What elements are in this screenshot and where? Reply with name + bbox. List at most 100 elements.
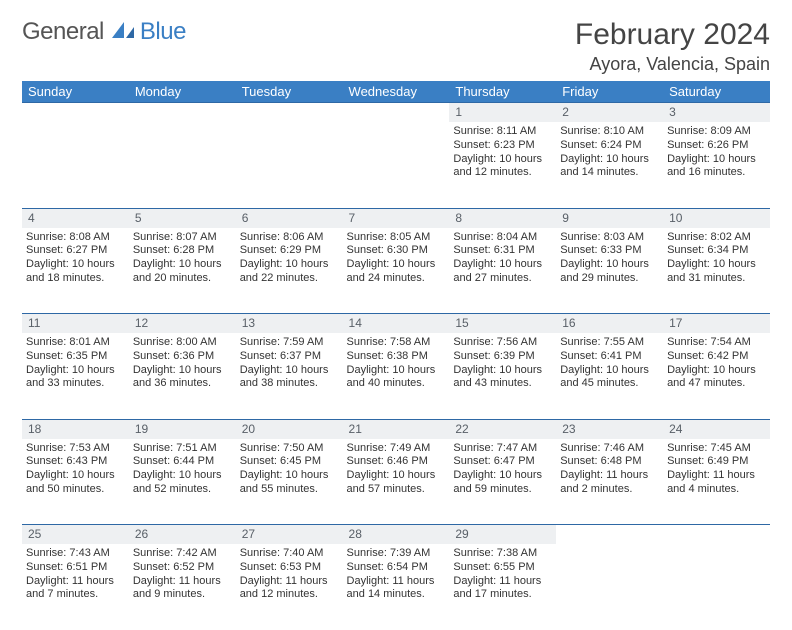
location-subtitle: Ayora, Valencia, Spain [575, 54, 770, 75]
sunset-text: Sunset: 6:27 PM [26, 244, 125, 258]
day-number-cell: 22 [449, 419, 556, 439]
sunrise-text: Sunrise: 7:43 AM [26, 547, 125, 561]
day-detail-cell: Sunrise: 8:05 AMSunset: 6:30 PMDaylight:… [343, 228, 450, 314]
sunrise-text: Sunrise: 7:46 AM [560, 442, 659, 456]
day-number-cell: 18 [22, 419, 129, 439]
day-detail-cell: Sunrise: 8:08 AMSunset: 6:27 PMDaylight:… [22, 228, 129, 314]
daylight-text: Daylight: 10 hours and 31 minutes. [667, 258, 766, 286]
day-number-cell: 2 [556, 103, 663, 123]
sunrise-text: Sunrise: 8:07 AM [133, 231, 232, 245]
sunset-text: Sunset: 6:48 PM [560, 455, 659, 469]
sunset-text: Sunset: 6:35 PM [26, 350, 125, 364]
sunrise-text: Sunrise: 7:59 AM [240, 336, 339, 350]
day-number-cell: 10 [663, 208, 770, 228]
daylight-text: Daylight: 10 hours and 33 minutes. [26, 364, 125, 392]
day-detail-cell: Sunrise: 7:42 AMSunset: 6:52 PMDaylight:… [129, 544, 236, 630]
daylight-text: Daylight: 10 hours and 43 minutes. [453, 364, 552, 392]
day-number-cell: 19 [129, 419, 236, 439]
weekday-header: Thursday [449, 81, 556, 103]
sunset-text: Sunset: 6:26 PM [667, 139, 766, 153]
page-title: February 2024 [575, 18, 770, 52]
daylight-text: Daylight: 10 hours and 27 minutes. [453, 258, 552, 286]
day-detail-cell: Sunrise: 8:10 AMSunset: 6:24 PMDaylight:… [556, 122, 663, 208]
day-detail-cell: Sunrise: 8:06 AMSunset: 6:29 PMDaylight:… [236, 228, 343, 314]
sunset-text: Sunset: 6:39 PM [453, 350, 552, 364]
sunset-text: Sunset: 6:24 PM [560, 139, 659, 153]
day-number-cell: 12 [129, 314, 236, 334]
day-detail-cell: Sunrise: 8:01 AMSunset: 6:35 PMDaylight:… [22, 333, 129, 419]
day-detail-cell: Sunrise: 7:51 AMSunset: 6:44 PMDaylight:… [129, 439, 236, 525]
sunrise-text: Sunrise: 7:42 AM [133, 547, 232, 561]
day-number-cell [129, 103, 236, 123]
detail-row: Sunrise: 8:01 AMSunset: 6:35 PMDaylight:… [22, 333, 770, 419]
daynum-row: 123 [22, 103, 770, 123]
daylight-text: Daylight: 10 hours and 18 minutes. [26, 258, 125, 286]
sunrise-text: Sunrise: 7:56 AM [453, 336, 552, 350]
weekday-header: Sunday [22, 81, 129, 103]
day-detail-cell [343, 122, 450, 208]
sunset-text: Sunset: 6:33 PM [560, 244, 659, 258]
sunset-text: Sunset: 6:29 PM [240, 244, 339, 258]
day-number-cell: 24 [663, 419, 770, 439]
sunset-text: Sunset: 6:36 PM [133, 350, 232, 364]
weekday-header: Monday [129, 81, 236, 103]
sunrise-text: Sunrise: 8:10 AM [560, 125, 659, 139]
daylight-text: Daylight: 11 hours and 7 minutes. [26, 575, 125, 603]
detail-row: Sunrise: 8:08 AMSunset: 6:27 PMDaylight:… [22, 228, 770, 314]
daylight-text: Daylight: 10 hours and 45 minutes. [560, 364, 659, 392]
day-number-cell [343, 103, 450, 123]
day-number-cell: 20 [236, 419, 343, 439]
day-detail-cell: Sunrise: 7:39 AMSunset: 6:54 PMDaylight:… [343, 544, 450, 630]
weekday-header: Tuesday [236, 81, 343, 103]
day-detail-cell: Sunrise: 7:46 AMSunset: 6:48 PMDaylight:… [556, 439, 663, 525]
day-number-cell: 8 [449, 208, 556, 228]
daylight-text: Daylight: 10 hours and 40 minutes. [347, 364, 446, 392]
daylight-text: Daylight: 10 hours and 16 minutes. [667, 153, 766, 181]
sunrise-text: Sunrise: 8:00 AM [133, 336, 232, 350]
day-detail-cell [556, 544, 663, 630]
day-detail-cell: Sunrise: 7:40 AMSunset: 6:53 PMDaylight:… [236, 544, 343, 630]
sunset-text: Sunset: 6:28 PM [133, 244, 232, 258]
day-number-cell: 6 [236, 208, 343, 228]
day-number-cell: 17 [663, 314, 770, 334]
day-number-cell [22, 103, 129, 123]
detail-row: Sunrise: 8:11 AMSunset: 6:23 PMDaylight:… [22, 122, 770, 208]
day-number-cell: 7 [343, 208, 450, 228]
sunset-text: Sunset: 6:41 PM [560, 350, 659, 364]
logo-text-blue: Blue [140, 18, 186, 46]
sunrise-text: Sunrise: 7:51 AM [133, 442, 232, 456]
sunrise-text: Sunrise: 7:49 AM [347, 442, 446, 456]
sunrise-text: Sunrise: 7:55 AM [560, 336, 659, 350]
detail-row: Sunrise: 7:53 AMSunset: 6:43 PMDaylight:… [22, 439, 770, 525]
sunset-text: Sunset: 6:43 PM [26, 455, 125, 469]
sunrise-text: Sunrise: 8:01 AM [26, 336, 125, 350]
sunrise-text: Sunrise: 7:39 AM [347, 547, 446, 561]
sunrise-text: Sunrise: 8:05 AM [347, 231, 446, 245]
daylight-text: Daylight: 11 hours and 9 minutes. [133, 575, 232, 603]
day-number-cell: 5 [129, 208, 236, 228]
daynum-row: 11121314151617 [22, 314, 770, 334]
sunset-text: Sunset: 6:38 PM [347, 350, 446, 364]
day-detail-cell: Sunrise: 8:03 AMSunset: 6:33 PMDaylight:… [556, 228, 663, 314]
daynum-row: 2526272829 [22, 525, 770, 545]
daylight-text: Daylight: 11 hours and 12 minutes. [240, 575, 339, 603]
daylight-text: Daylight: 10 hours and 50 minutes. [26, 469, 125, 497]
daylight-text: Daylight: 10 hours and 55 minutes. [240, 469, 339, 497]
day-detail-cell: Sunrise: 8:09 AMSunset: 6:26 PMDaylight:… [663, 122, 770, 208]
day-number-cell: 27 [236, 525, 343, 545]
weekday-header-row: Sunday Monday Tuesday Wednesday Thursday… [22, 81, 770, 103]
sunset-text: Sunset: 6:53 PM [240, 561, 339, 575]
sunrise-text: Sunrise: 7:50 AM [240, 442, 339, 456]
sunrise-text: Sunrise: 7:45 AM [667, 442, 766, 456]
daylight-text: Daylight: 10 hours and 29 minutes. [560, 258, 659, 286]
daynum-row: 18192021222324 [22, 419, 770, 439]
day-number-cell: 14 [343, 314, 450, 334]
sunrise-text: Sunrise: 8:03 AM [560, 231, 659, 245]
daylight-text: Daylight: 10 hours and 14 minutes. [560, 153, 659, 181]
day-number-cell [663, 525, 770, 545]
day-number-cell: 25 [22, 525, 129, 545]
daylight-text: Daylight: 10 hours and 59 minutes. [453, 469, 552, 497]
sunrise-text: Sunrise: 8:08 AM [26, 231, 125, 245]
sunrise-text: Sunrise: 7:47 AM [453, 442, 552, 456]
day-detail-cell: Sunrise: 7:50 AMSunset: 6:45 PMDaylight:… [236, 439, 343, 525]
